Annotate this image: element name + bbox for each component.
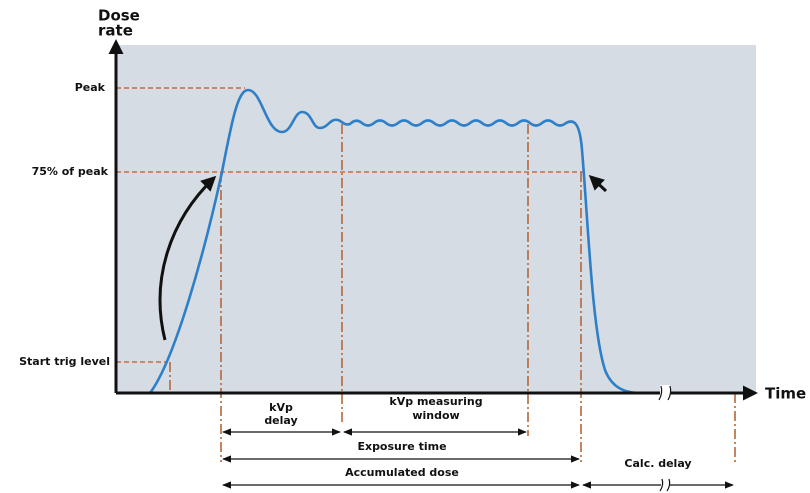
level-label: 75% of peak — [32, 165, 109, 178]
x-axis-label: Time — [765, 385, 806, 403]
interval-label: Calc. delay — [624, 457, 691, 470]
interval-label: Exposure time — [357, 440, 446, 453]
axis-break — [658, 385, 672, 401]
fall-arrow — [588, 174, 608, 193]
level-label: Start trig level — [19, 355, 110, 368]
interval-label: window — [412, 409, 459, 422]
arrow-break — [659, 478, 671, 492]
interval-label: Accumulated dose — [345, 466, 459, 479]
y-axis-label: Dose — [98, 7, 140, 25]
interval-label: kVp measuring — [389, 395, 482, 408]
y-axis-label: rate — [98, 22, 133, 40]
interval-label: kVp — [269, 401, 293, 414]
interval-label: delay — [264, 414, 297, 427]
level-label: Peak — [75, 81, 106, 94]
rise-arrow — [158, 175, 217, 341]
plot-area — [116, 45, 756, 393]
dose-curve — [148, 88, 641, 395]
